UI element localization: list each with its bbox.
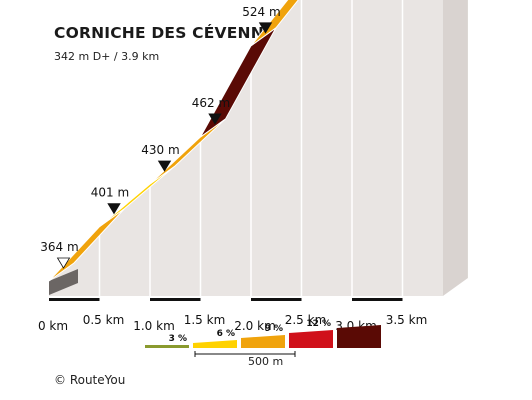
distance-scale-bar	[150, 298, 201, 301]
legend-swatch	[241, 335, 285, 348]
copyright-text: © RouteYou	[54, 373, 126, 387]
legend-label: 12 %	[306, 319, 331, 329]
distance-tick-label: 0 km	[38, 319, 68, 333]
elevation-label: 401 m	[91, 186, 129, 200]
legend-scale-label: 500 m	[248, 355, 284, 368]
elevation-label: 524 m	[242, 5, 280, 19]
legend-label: 3 %	[169, 334, 187, 344]
legend-swatch	[145, 345, 189, 348]
distance-scale-bar	[352, 298, 403, 301]
start-block	[49, 269, 78, 295]
legend-label: 6 %	[217, 329, 235, 339]
legend-swatch	[289, 330, 333, 348]
distance-tick-label: 0.5 km	[83, 313, 125, 327]
distance-tick-label: 2.5 km	[285, 313, 327, 327]
elevation-marker-icon	[107, 203, 121, 215]
legend-swatch	[337, 325, 381, 348]
distance-scale-bar	[49, 298, 100, 301]
profile-side-wall	[49, 0, 443, 296]
elevation-label: 430 m	[141, 143, 179, 157]
distance-tick-label: 1.5 km	[184, 313, 226, 327]
legend-label: 9 %	[265, 324, 283, 334]
distance-tick-label: 1.0 km	[133, 319, 175, 333]
elevation-marker-icon	[157, 160, 172, 172]
distance-scale-bar	[251, 298, 302, 301]
profile-segment	[250, 0, 299, 47]
elevation-marker-icon	[56, 257, 71, 269]
legend-swatch	[193, 340, 237, 348]
chart-subtitle: 342 m D+ / 3.9 km	[54, 50, 160, 63]
elevation-marker-icon	[258, 22, 273, 34]
elevation-label: 462 m	[192, 96, 230, 110]
profile-end-wall	[442, 0, 468, 296]
chart-title: CORNICHE DES CÉVENNES	[54, 24, 287, 42]
elevation-marker-icon	[208, 113, 222, 125]
distance-tick-label: 3.5 km	[386, 313, 428, 327]
elevation-label: 364 m	[40, 240, 78, 254]
distance-tick-label: 2.0 km	[234, 319, 276, 333]
